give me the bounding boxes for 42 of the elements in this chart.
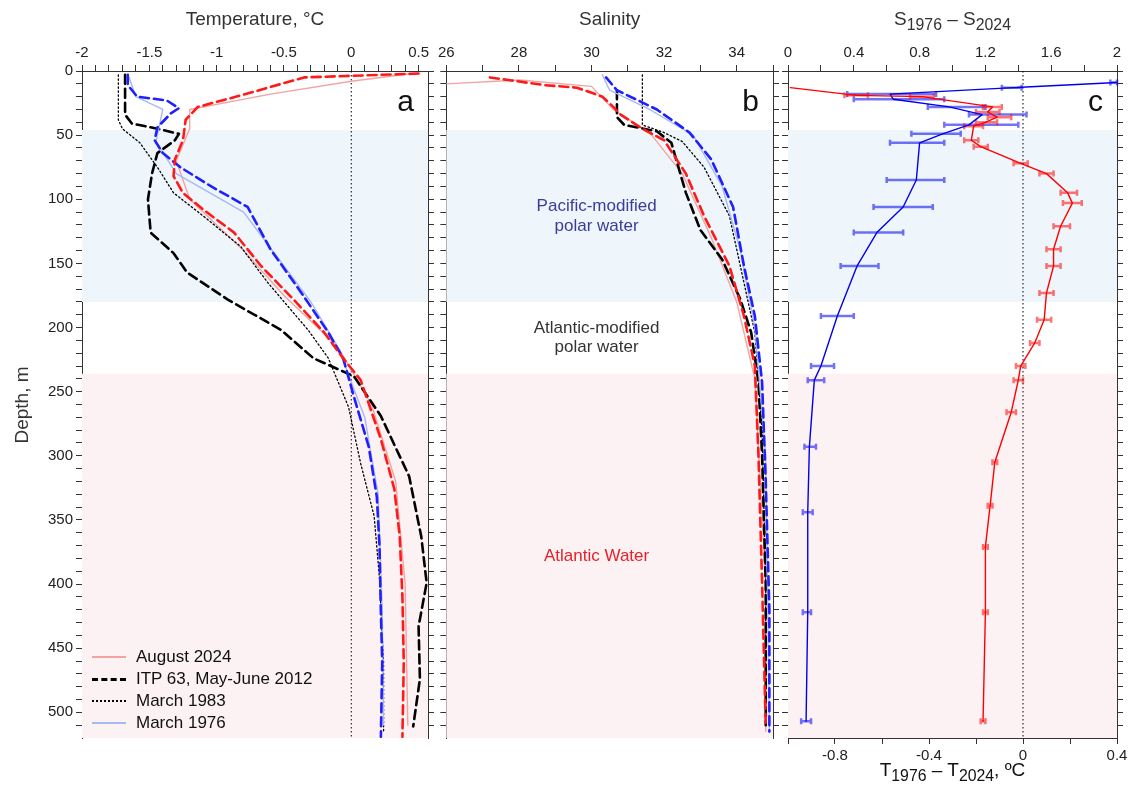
y-tick-label: 0 xyxy=(64,61,73,79)
x-tick-label: -0.5 xyxy=(271,43,297,61)
annotation: b xyxy=(742,84,759,118)
x2-axis-title: S$_{1976}$ – S$_{2024}$ xyxy=(893,8,1012,34)
legend-label: March 1983 xyxy=(136,690,226,712)
annotation: Atlantic-modified polar water xyxy=(533,317,660,356)
y-tick-label: 300 xyxy=(47,445,73,463)
x-tick-label: 34 xyxy=(728,43,746,61)
annotation: c xyxy=(1088,84,1103,118)
x-tick-label: 30 xyxy=(583,43,600,61)
band-label: Pacific-modified polar water xyxy=(536,195,657,235)
legend-label: ITP 63, May-June 2012 xyxy=(136,668,313,690)
y-tick-label: 450 xyxy=(47,638,73,656)
band-label: Atlantic Water xyxy=(544,545,650,565)
x-axis-title: Temperature, °C xyxy=(184,8,326,30)
x2-tick-label: 0.8 xyxy=(909,43,931,61)
x-axis-title: Salinity xyxy=(578,8,642,30)
x2-tick-label: 1.2 xyxy=(974,43,996,61)
x-tick-label: 28 xyxy=(510,43,528,61)
y-tick-label: 500 xyxy=(47,702,73,720)
x-tick-label: 0 xyxy=(347,43,356,61)
x2-tick-label: 2 xyxy=(1112,43,1122,61)
x-tick-label: 0.4 xyxy=(1106,746,1128,764)
y-tick-label: 100 xyxy=(47,189,73,207)
x-tick-label: -0.8 xyxy=(822,746,848,764)
legend-label: March 1976 xyxy=(136,712,226,734)
x-tick-label: 0.5 xyxy=(408,43,430,61)
annotation: a xyxy=(397,84,415,118)
x-tick-label: -2 xyxy=(75,43,89,61)
x-tick-label: 32 xyxy=(655,43,673,61)
y-tick-label: 350 xyxy=(47,510,73,528)
legend-label: August 2024 xyxy=(136,646,232,668)
y-axis-title: Depth, m xyxy=(11,365,33,444)
x2-tick-label: 1.6 xyxy=(1040,43,1062,61)
y-tick-label: 50 xyxy=(56,125,73,143)
y-tick-label: 200 xyxy=(47,317,73,335)
x-tick-label: -1.5 xyxy=(136,43,163,61)
x-tick-label: -1 xyxy=(209,43,224,61)
y-tick-label: 400 xyxy=(47,574,73,592)
y-tick-label: 250 xyxy=(47,381,73,399)
x-tick-label: 26 xyxy=(438,43,455,61)
y-tick-label: 150 xyxy=(47,253,73,271)
